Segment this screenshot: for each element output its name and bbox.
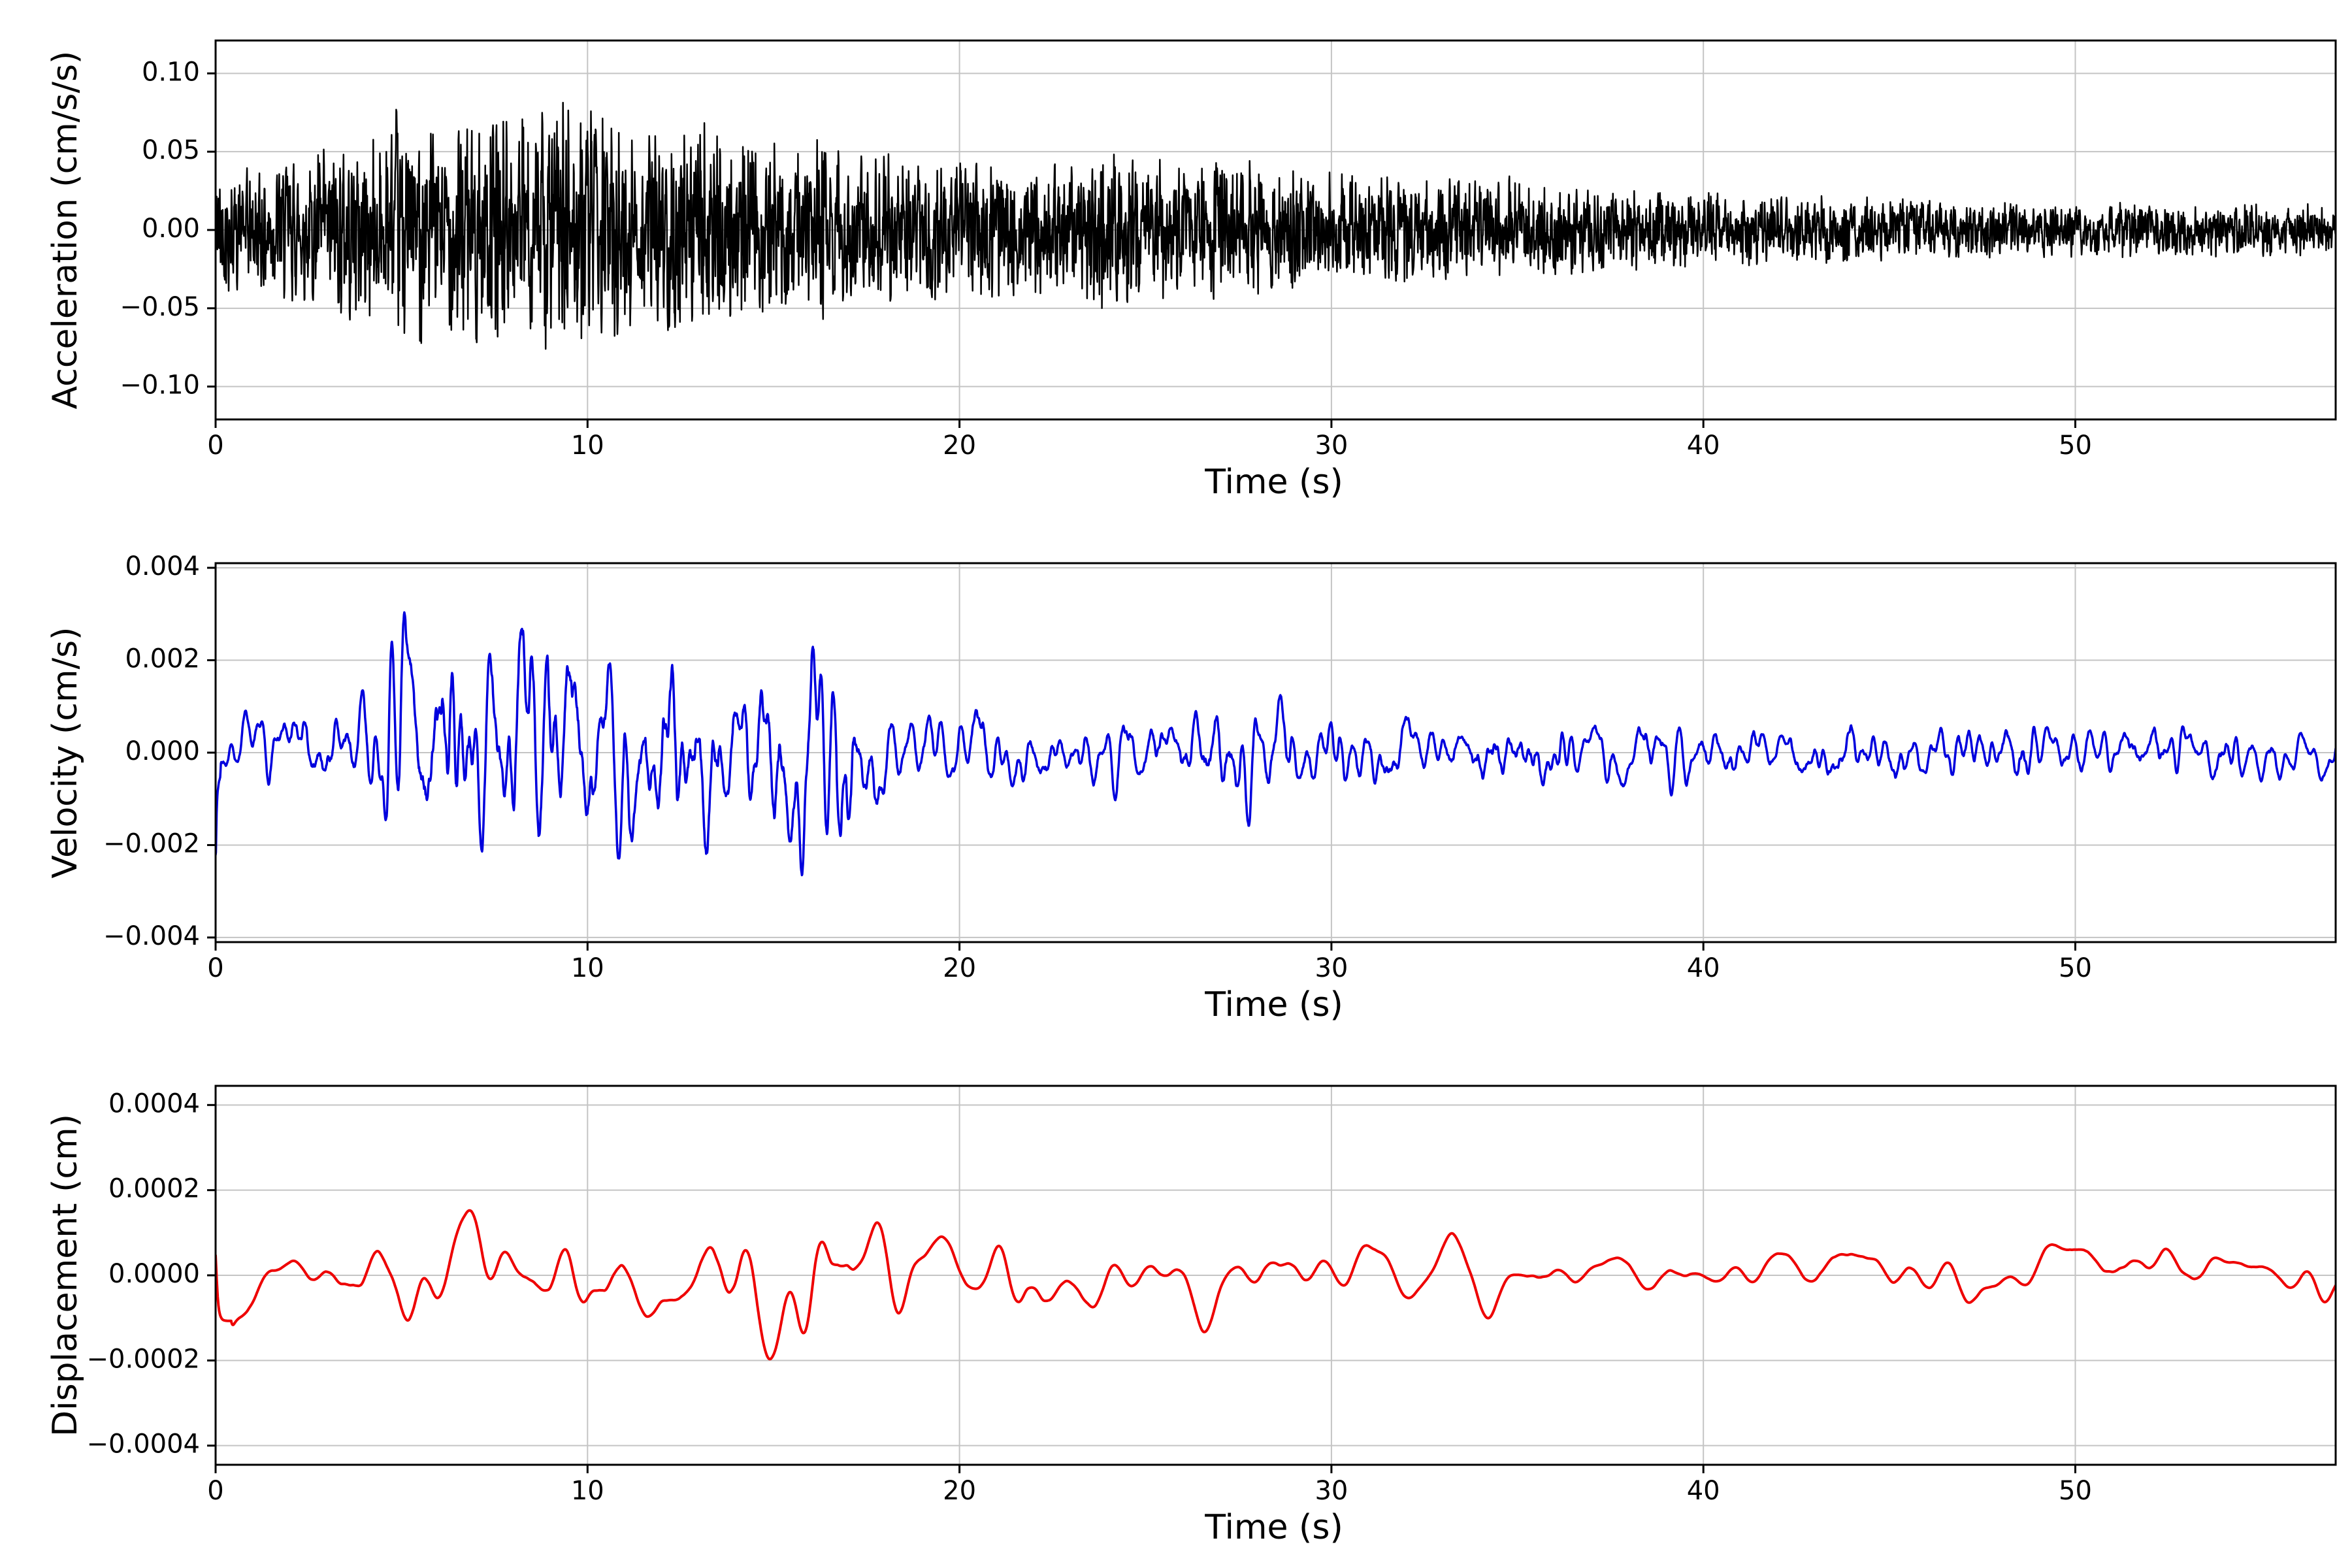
- acceleration-y-axis-label: Acceleration (cm/s/s): [46, 50, 85, 410]
- x-tick-label: 20: [943, 431, 976, 461]
- displacement-waveform: [216, 1209, 2336, 1361]
- y-tick-label: −0.05: [120, 292, 200, 322]
- y-tick-label: 0.000: [125, 736, 200, 766]
- x-tick-label: 50: [2059, 1476, 2092, 1506]
- y-tick-label: 0.0002: [108, 1174, 200, 1204]
- velocity-plot: 0 10 20 30 40 50 −0.004 −0.002 0.000 0.002 0.004: [103, 551, 2337, 983]
- x-tick-label: 0: [207, 1476, 223, 1506]
- acceleration-chart: 0 10 20 30 40 50 −0.10 −0.05 0.00 0.05 0.10 Accele…: [0, 0, 2352, 523]
- y-tick-label: 0.002: [125, 644, 200, 674]
- y-tick-label: 0.0000: [108, 1259, 200, 1289]
- velocity-x-axis-label: Time (s): [1205, 985, 1343, 1024]
- x-tick-label: 40: [1687, 431, 1720, 461]
- x-tick-label: 10: [571, 953, 604, 983]
- displacement-plot: 0 10 20 30 40 50 −0.0004 −0.0002 0.0000 0.0002 0.0…: [87, 1085, 2337, 1506]
- x-tick-label: 30: [1315, 953, 1348, 983]
- x-tick-label: 10: [571, 431, 604, 461]
- x-tick-label: 20: [943, 1476, 976, 1506]
- y-tick-label: −0.0004: [87, 1429, 200, 1460]
- y-tick-label: 0.0004: [108, 1088, 200, 1119]
- x-tick-label: 0: [207, 953, 223, 983]
- acceleration-x-axis-label: Time (s): [1205, 463, 1343, 502]
- y-tick-label: −0.10: [120, 370, 200, 400]
- x-tick-label: 0: [207, 431, 223, 461]
- y-tick-label: −0.004: [103, 921, 200, 951]
- velocity-waveform: [216, 611, 2336, 877]
- acceleration-waveform: [216, 101, 2336, 350]
- y-tick-label: 0.004: [125, 551, 200, 581]
- y-tick-label: −0.0002: [87, 1344, 200, 1374]
- x-tick-label: 20: [943, 953, 976, 983]
- velocity-chart: 0 10 20 30 40 50 −0.004 −0.002 0.000 0.002 0.004 V…: [0, 523, 2352, 1045]
- x-tick-label: 30: [1315, 431, 1348, 461]
- x-tick-label: 30: [1315, 1476, 1348, 1506]
- x-tick-label: 50: [2059, 953, 2092, 983]
- acceleration-plot: 0 10 20 30 40 50 −0.10 −0.05 0.00 0.05 0.10: [120, 39, 2337, 461]
- displacement-chart: 0 10 20 30 40 50 −0.0004 −0.0002 0.0000 0.0002 0.0…: [0, 1045, 2352, 1568]
- y-tick-label: 0.05: [142, 135, 200, 165]
- displacement-y-axis-label: Displacement (cm): [46, 1114, 85, 1437]
- y-tick-label: −0.002: [103, 828, 200, 858]
- x-tick-label: 50: [2059, 431, 2092, 461]
- x-tick-label: 40: [1687, 1476, 1720, 1506]
- y-tick-label: 0.00: [142, 214, 200, 244]
- velocity-y-axis-label: Velocity (cm/s): [46, 627, 85, 879]
- x-tick-label: 40: [1687, 953, 1720, 983]
- y-tick-label: 0.10: [142, 57, 200, 87]
- displacement-x-axis-label: Time (s): [1205, 1508, 1343, 1547]
- x-tick-label: 10: [571, 1476, 604, 1506]
